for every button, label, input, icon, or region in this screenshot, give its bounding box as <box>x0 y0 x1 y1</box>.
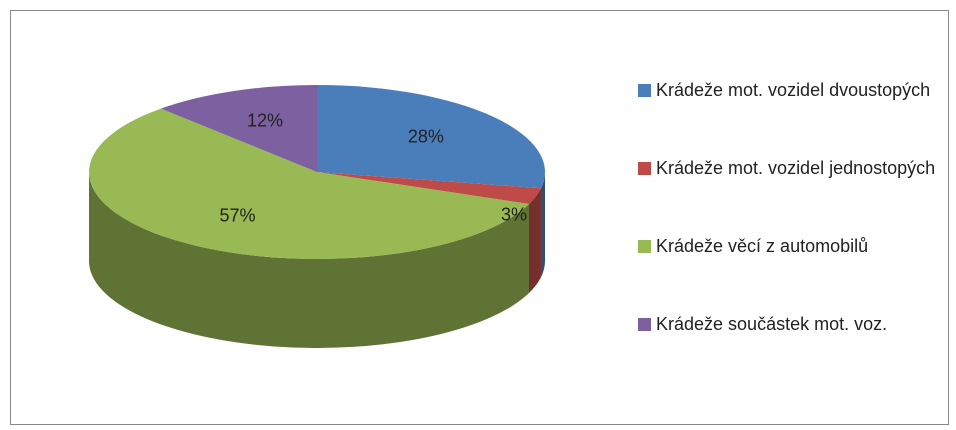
data-label: 12% <box>247 111 283 131</box>
slice-side <box>528 188 541 294</box>
legend-label: Krádeže součástek mot. voz. <box>656 314 888 334</box>
legend-swatch <box>638 240 651 253</box>
slice <box>317 85 545 189</box>
slice <box>88 108 529 260</box>
data-label: 57% <box>220 205 256 225</box>
slice-side <box>88 172 529 348</box>
legend-swatch <box>638 84 651 97</box>
legend-item: Krádeže součástek mot. voz. <box>636 310 946 388</box>
slice <box>160 85 317 172</box>
data-label: 3% <box>501 205 527 225</box>
legend-label: Krádeže mot. vozidel dvoustopých <box>656 80 931 100</box>
legend: Krádeže mot. vozidel dvoustopých Krádeže … <box>636 76 946 388</box>
legend-item: Krádeže věcí z automobilů <box>636 232 946 310</box>
legend-label: Krádeže věcí z automobilů <box>656 236 869 256</box>
legend-swatch <box>638 318 651 331</box>
legend-swatch <box>638 162 651 175</box>
slice <box>317 172 541 205</box>
legend-item: Krádeže mot. vozidel dvoustopých <box>636 76 946 154</box>
data-label: 28% <box>408 126 444 146</box>
legend-label: Krádeže mot. vozidel jednostopých <box>656 158 936 178</box>
legend-item: Krádeže mot. vozidel jednostopých <box>636 154 946 232</box>
slice-side <box>540 172 545 278</box>
